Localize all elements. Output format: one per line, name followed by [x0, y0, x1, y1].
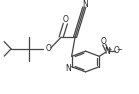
Text: O: O [114, 46, 120, 55]
Text: N: N [104, 47, 110, 56]
Text: −: − [116, 47, 122, 53]
Text: O: O [46, 44, 52, 53]
Text: N: N [83, 0, 89, 9]
Text: N: N [65, 64, 71, 73]
Text: O: O [62, 15, 68, 24]
Text: O: O [100, 37, 106, 46]
Text: +: + [107, 47, 112, 52]
